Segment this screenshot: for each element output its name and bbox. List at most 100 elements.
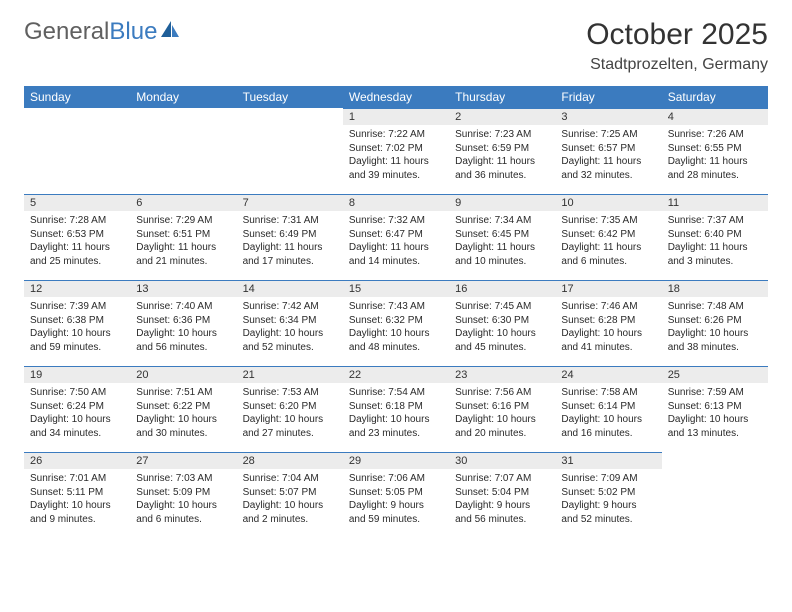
- day-details: Sunrise: 7:46 AMSunset: 6:28 PMDaylight:…: [555, 297, 661, 358]
- day-number: 11: [662, 194, 768, 211]
- calendar-week-row: 26Sunrise: 7:01 AMSunset: 5:11 PMDayligh…: [24, 452, 768, 538]
- calendar-week-row: 19Sunrise: 7:50 AMSunset: 6:24 PMDayligh…: [24, 366, 768, 452]
- daylight-text: Daylight: 11 hours and 14 minutes.: [349, 241, 443, 268]
- sunset-text: Sunset: 6:59 PM: [455, 142, 549, 156]
- day-details: Sunrise: 7:59 AMSunset: 6:13 PMDaylight:…: [662, 383, 768, 444]
- daylight-text: Daylight: 10 hours and 20 minutes.: [455, 413, 549, 440]
- day-number: 27: [130, 452, 236, 469]
- sunset-text: Sunset: 6:14 PM: [561, 400, 655, 414]
- sunset-text: Sunset: 6:28 PM: [561, 314, 655, 328]
- daylight-text: Daylight: 9 hours and 59 minutes.: [349, 499, 443, 526]
- daylight-text: Daylight: 10 hours and 9 minutes.: [30, 499, 124, 526]
- sunset-text: Sunset: 6:16 PM: [455, 400, 549, 414]
- day-number: 22: [343, 366, 449, 383]
- sunrise-text: Sunrise: 7:29 AM: [136, 214, 230, 228]
- day-details: Sunrise: 7:04 AMSunset: 5:07 PMDaylight:…: [237, 469, 343, 530]
- daylight-text: Daylight: 9 hours and 56 minutes.: [455, 499, 549, 526]
- day-details: Sunrise: 7:25 AMSunset: 6:57 PMDaylight:…: [555, 125, 661, 186]
- calendar-day-cell: 24Sunrise: 7:58 AMSunset: 6:14 PMDayligh…: [555, 366, 661, 452]
- day-details: Sunrise: 7:48 AMSunset: 6:26 PMDaylight:…: [662, 297, 768, 358]
- sunset-text: Sunset: 6:22 PM: [136, 400, 230, 414]
- sunrise-text: Sunrise: 7:26 AM: [668, 128, 762, 142]
- calendar-day-cell: 21Sunrise: 7:53 AMSunset: 6:20 PMDayligh…: [237, 366, 343, 452]
- day-number: 3: [555, 108, 661, 125]
- daylight-text: Daylight: 10 hours and 59 minutes.: [30, 327, 124, 354]
- sunset-text: Sunset: 5:11 PM: [30, 486, 124, 500]
- sunset-text: Sunset: 6:49 PM: [243, 228, 337, 242]
- sunset-text: Sunset: 5:09 PM: [136, 486, 230, 500]
- calendar-day-cell: 29Sunrise: 7:06 AMSunset: 5:05 PMDayligh…: [343, 452, 449, 538]
- sunset-text: Sunset: 5:05 PM: [349, 486, 443, 500]
- sunrise-text: Sunrise: 7:59 AM: [668, 386, 762, 400]
- daylight-text: Daylight: 10 hours and 2 minutes.: [243, 499, 337, 526]
- day-number: 2: [449, 108, 555, 125]
- location: Stadtprozelten, Germany: [586, 56, 768, 74]
- sunrise-text: Sunrise: 7:54 AM: [349, 386, 443, 400]
- day-number: 4: [662, 108, 768, 125]
- sunrise-text: Sunrise: 7:04 AM: [243, 472, 337, 486]
- sunrise-text: Sunrise: 7:42 AM: [243, 300, 337, 314]
- sunset-text: Sunset: 5:04 PM: [455, 486, 549, 500]
- calendar-day-cell: 22Sunrise: 7:54 AMSunset: 6:18 PMDayligh…: [343, 366, 449, 452]
- day-details: Sunrise: 7:06 AMSunset: 5:05 PMDaylight:…: [343, 469, 449, 530]
- sunset-text: Sunset: 6:45 PM: [455, 228, 549, 242]
- sunset-text: Sunset: 6:26 PM: [668, 314, 762, 328]
- day-details: Sunrise: 7:09 AMSunset: 5:02 PMDaylight:…: [555, 469, 661, 530]
- sunset-text: Sunset: 5:02 PM: [561, 486, 655, 500]
- daylight-text: Daylight: 11 hours and 39 minutes.: [349, 155, 443, 182]
- daylight-text: Daylight: 11 hours and 3 minutes.: [668, 241, 762, 268]
- calendar-day-cell: 1Sunrise: 7:22 AMSunset: 7:02 PMDaylight…: [343, 108, 449, 194]
- sunrise-text: Sunrise: 7:50 AM: [30, 386, 124, 400]
- daylight-text: Daylight: 10 hours and 6 minutes.: [136, 499, 230, 526]
- calendar-day-cell: 19Sunrise: 7:50 AMSunset: 6:24 PMDayligh…: [24, 366, 130, 452]
- day-number: 7: [237, 194, 343, 211]
- day-number: 13: [130, 280, 236, 297]
- sunset-text: Sunset: 6:18 PM: [349, 400, 443, 414]
- daylight-text: Daylight: 10 hours and 16 minutes.: [561, 413, 655, 440]
- sunset-text: Sunset: 6:32 PM: [349, 314, 443, 328]
- calendar-day-cell: 17Sunrise: 7:46 AMSunset: 6:28 PMDayligh…: [555, 280, 661, 366]
- calendar-day-cell: 4Sunrise: 7:26 AMSunset: 6:55 PMDaylight…: [662, 108, 768, 194]
- calendar-day-cell: 31Sunrise: 7:09 AMSunset: 5:02 PMDayligh…: [555, 452, 661, 538]
- day-details: Sunrise: 7:53 AMSunset: 6:20 PMDaylight:…: [237, 383, 343, 444]
- calendar-week-row: 5Sunrise: 7:28 AMSunset: 6:53 PMDaylight…: [24, 194, 768, 280]
- day-details: Sunrise: 7:26 AMSunset: 6:55 PMDaylight:…: [662, 125, 768, 186]
- calendar-day-cell: 18Sunrise: 7:48 AMSunset: 6:26 PMDayligh…: [662, 280, 768, 366]
- daylight-text: Daylight: 11 hours and 32 minutes.: [561, 155, 655, 182]
- calendar-day-cell: 2Sunrise: 7:23 AMSunset: 6:59 PMDaylight…: [449, 108, 555, 194]
- sunrise-text: Sunrise: 7:31 AM: [243, 214, 337, 228]
- sunset-text: Sunset: 5:07 PM: [243, 486, 337, 500]
- sunrise-text: Sunrise: 7:34 AM: [455, 214, 549, 228]
- sunrise-text: Sunrise: 7:46 AM: [561, 300, 655, 314]
- day-details: Sunrise: 7:51 AMSunset: 6:22 PMDaylight:…: [130, 383, 236, 444]
- calendar-day-cell: 3Sunrise: 7:25 AMSunset: 6:57 PMDaylight…: [555, 108, 661, 194]
- day-number: 15: [343, 280, 449, 297]
- day-details: Sunrise: 7:45 AMSunset: 6:30 PMDaylight:…: [449, 297, 555, 358]
- daylight-text: Daylight: 10 hours and 13 minutes.: [668, 413, 762, 440]
- sunrise-text: Sunrise: 7:09 AM: [561, 472, 655, 486]
- title-block: October 2025 Stadtprozelten, Germany: [586, 18, 768, 74]
- day-details: Sunrise: 7:31 AMSunset: 6:49 PMDaylight:…: [237, 211, 343, 272]
- calendar-day-cell: 6Sunrise: 7:29 AMSunset: 6:51 PMDaylight…: [130, 194, 236, 280]
- calendar-day-cell: 27Sunrise: 7:03 AMSunset: 5:09 PMDayligh…: [130, 452, 236, 538]
- day-number: 18: [662, 280, 768, 297]
- sunrise-text: Sunrise: 7:22 AM: [349, 128, 443, 142]
- sunrise-text: Sunrise: 7:23 AM: [455, 128, 549, 142]
- sunset-text: Sunset: 6:13 PM: [668, 400, 762, 414]
- day-details: Sunrise: 7:54 AMSunset: 6:18 PMDaylight:…: [343, 383, 449, 444]
- day-number: 26: [24, 452, 130, 469]
- day-details: Sunrise: 7:58 AMSunset: 6:14 PMDaylight:…: [555, 383, 661, 444]
- day-number: 14: [237, 280, 343, 297]
- day-details: Sunrise: 7:32 AMSunset: 6:47 PMDaylight:…: [343, 211, 449, 272]
- calendar-day-cell: 30Sunrise: 7:07 AMSunset: 5:04 PMDayligh…: [449, 452, 555, 538]
- sunset-text: Sunset: 6:24 PM: [30, 400, 124, 414]
- daylight-text: Daylight: 10 hours and 41 minutes.: [561, 327, 655, 354]
- calendar-day-cell: 8Sunrise: 7:32 AMSunset: 6:47 PMDaylight…: [343, 194, 449, 280]
- sunset-text: Sunset: 6:40 PM: [668, 228, 762, 242]
- weekday-header: Tuesday: [237, 86, 343, 108]
- daylight-text: Daylight: 11 hours and 25 minutes.: [30, 241, 124, 268]
- day-details: Sunrise: 7:40 AMSunset: 6:36 PMDaylight:…: [130, 297, 236, 358]
- weekday-header: Saturday: [662, 86, 768, 108]
- daylight-text: Daylight: 11 hours and 6 minutes.: [561, 241, 655, 268]
- calendar-day-cell: 25Sunrise: 7:59 AMSunset: 6:13 PMDayligh…: [662, 366, 768, 452]
